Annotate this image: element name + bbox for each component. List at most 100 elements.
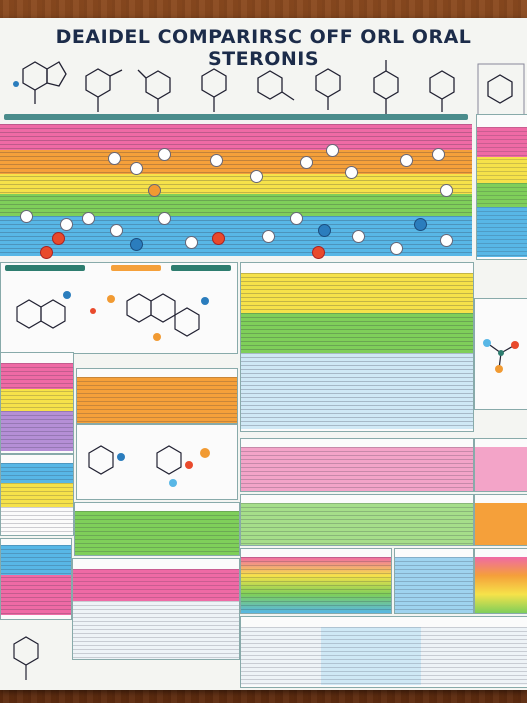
- table-text-lines: [241, 273, 473, 429]
- data-bubble-marker: [108, 152, 121, 165]
- data-bubble-marker: [318, 224, 331, 237]
- data-bubble-marker: [262, 230, 275, 243]
- molecule-structure-1: [13, 61, 67, 104]
- data-bubble-marker: [20, 210, 33, 223]
- table-text-lines: [395, 557, 473, 613]
- section-header-bar: [5, 265, 85, 271]
- data-bubble-marker: [326, 144, 339, 157]
- data-bubble-marker: [158, 212, 171, 225]
- comparison-table-right: [240, 262, 474, 432]
- data-bubble-marker: [130, 238, 143, 251]
- color-band: [1, 483, 73, 507]
- molecule-structure-4: [201, 68, 227, 112]
- green-table-right: [240, 494, 474, 546]
- bottom-table: [240, 616, 527, 688]
- color-band: [241, 627, 321, 685]
- data-bubble-marker: [60, 218, 73, 231]
- molecule-structure-10: [16, 291, 209, 341]
- data-bubble-marker: [40, 246, 53, 259]
- data-bubble-marker: [130, 162, 143, 175]
- color-band: [475, 557, 527, 613]
- data-bubble-marker: [158, 148, 171, 161]
- color-band: [1, 575, 71, 615]
- table-text-lines: [241, 447, 473, 491]
- data-bubble-marker: [52, 232, 65, 245]
- band-orange: [0, 150, 472, 174]
- molecule-structures-row: [0, 52, 527, 122]
- color-band: [241, 273, 473, 313]
- color-band: [241, 557, 391, 613]
- orange-table-right: [474, 494, 527, 546]
- table-text-lines: [241, 627, 527, 685]
- table-text-lines: [241, 503, 473, 545]
- data-bubble-marker: [300, 156, 313, 169]
- color-band: [77, 377, 237, 423]
- color-band: [75, 511, 239, 555]
- data-bubble-marker: [440, 234, 453, 247]
- molecule-structure-5: [257, 70, 295, 101]
- data-bubble-marker: [290, 212, 303, 225]
- table-text-lines: [1, 463, 73, 533]
- table-text-lines: [1, 545, 71, 615]
- table-text-lines: [0, 124, 472, 256]
- data-bubble-marker: [400, 154, 413, 167]
- molecule-panel-lower: [76, 424, 238, 500]
- poster-title: DEAIDEL COMPARIRSC OFF ORL ORAL STERONIS: [55, 26, 472, 70]
- table-text-lines: [1, 363, 73, 451]
- color-band: [475, 503, 527, 545]
- color-band: [477, 157, 527, 183]
- data-bubble-marker: [185, 236, 198, 249]
- blue-table-mid: [394, 548, 474, 614]
- color-band: [241, 447, 473, 491]
- rainbow-table-right: [474, 548, 527, 614]
- data-bubble-marker: [210, 154, 223, 167]
- pink-table-left: [0, 454, 74, 536]
- molecule-structure-6: [315, 68, 341, 110]
- color-band: [241, 353, 473, 429]
- side-panel-right-mid: [474, 438, 527, 492]
- molecule-structure-9: [477, 63, 525, 117]
- band-yellow: [0, 174, 472, 194]
- color-band: [1, 389, 73, 411]
- color-band: [1, 411, 73, 451]
- color-band: [1, 363, 73, 389]
- molecule-structure-11: [88, 445, 210, 487]
- table-header-bar: [4, 114, 468, 120]
- molecule-panel-left: [0, 262, 238, 354]
- table-text-lines: [241, 557, 391, 613]
- molecule-structure-12: [13, 636, 39, 680]
- data-bubble-marker: [148, 184, 161, 197]
- data-bubble-marker: [432, 148, 445, 161]
- band-pink: [0, 124, 472, 150]
- table-text-lines: [73, 569, 239, 659]
- color-band: [1, 463, 73, 483]
- color-band: [241, 313, 473, 353]
- molecule-structure-7: [373, 60, 399, 116]
- color-band: [321, 627, 421, 685]
- chart-poster: DEAIDEL COMPARIRSC OFF ORL ORAL STERONIS: [0, 18, 527, 690]
- section-header-bar: [171, 265, 231, 271]
- data-bubble-marker: [390, 242, 403, 255]
- molecule-structure-2: [85, 68, 123, 112]
- data-bubble-marker: [312, 246, 325, 259]
- multi-color-table: [240, 548, 392, 614]
- data-bubble-marker: [250, 170, 263, 183]
- band-green: [0, 194, 472, 216]
- comparison-table-main: [0, 114, 472, 259]
- orange-table: [76, 368, 238, 424]
- pink-table-right: [240, 438, 474, 492]
- data-bubble-marker: [414, 218, 427, 231]
- table-text-lines: [77, 377, 237, 423]
- molecule-structure-13: [483, 339, 519, 373]
- color-band: [241, 503, 473, 545]
- color-band: [477, 127, 527, 157]
- table-text-lines: [477, 127, 527, 257]
- data-bubble-marker: [345, 166, 358, 179]
- pink-table-bottom: [72, 558, 240, 660]
- data-bubble-marker: [110, 224, 123, 237]
- color-band: [73, 569, 239, 601]
- color-band: [477, 207, 527, 257]
- green-table: [74, 502, 240, 556]
- molecule-structure-8: [429, 70, 455, 112]
- color-band: [1, 545, 71, 575]
